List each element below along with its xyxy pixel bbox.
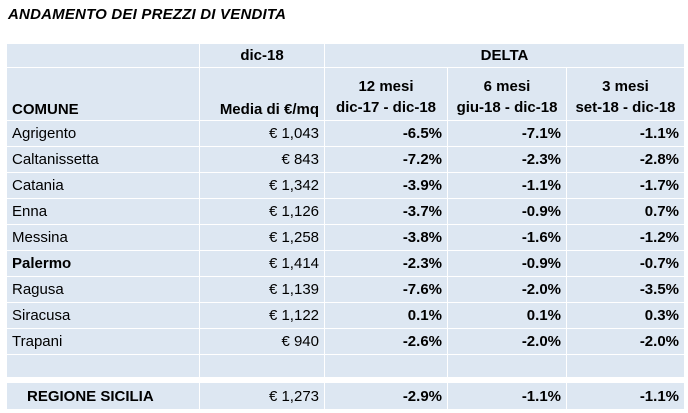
gap-cell (325, 378, 448, 383)
media-cell: € 1,414 (200, 251, 325, 277)
header-row-2: COMUNE Media di €/mq 12 mesi dic-17 - dic… (7, 68, 684, 121)
delta-12m-cell: -7.6% (325, 277, 448, 303)
total-delta-3m-cell: -1.1% (567, 383, 684, 410)
delta-6m-cell: -2.3% (448, 147, 567, 173)
delta-6m-label: 6 mesi (483, 78, 531, 95)
total-delta-12m-cell: -2.9% (325, 383, 448, 410)
comune-cell: Enna (7, 199, 200, 225)
delta-3m-range: set-18 - dic-18 (575, 99, 676, 116)
delta-3m-cell: -0.7% (567, 251, 684, 277)
table-row: Caltanissetta € 843 -7.2% -2.3% -2.8% (7, 147, 684, 173)
total-name-cell: REGIONE SICILIA (7, 383, 200, 410)
comune-cell: Caltanissetta (7, 147, 200, 173)
delta-6m-cell: -0.9% (448, 251, 567, 277)
table-row: Siracusa € 1,122 0.1% 0.1% 0.3% (7, 303, 684, 329)
delta-3m-cell: -2.8% (567, 147, 684, 173)
page-title: ANDAMENTO DEI PREZZI DI VENDITA (8, 6, 287, 23)
comune-cell: Catania (7, 173, 200, 199)
media-cell: € 843 (200, 147, 325, 173)
delta-6m-cell: -7.1% (448, 121, 567, 147)
gap-cell (7, 378, 200, 383)
delta-6m-cell: 0.1% (448, 303, 567, 329)
delta-6m-range: giu-18 - dic-18 (456, 99, 558, 116)
delta-3m-cell: 0.7% (567, 199, 684, 225)
comune-cell: Agrigento (7, 121, 200, 147)
delta-3m-cell: -1.7% (567, 173, 684, 199)
spacer-row (7, 355, 684, 378)
delta-3m-label: 3 mesi (602, 78, 649, 95)
delta-6m-cell: -1.1% (448, 173, 567, 199)
delta-12m-cell: -6.5% (325, 121, 448, 147)
table-row: Agrigento € 1,043 -6.5% -7.1% -1.1% (7, 121, 684, 147)
comune-cell: Siracusa (7, 303, 200, 329)
delta-3m-cell: -3.5% (567, 277, 684, 303)
media-cell: € 1,126 (200, 199, 325, 225)
total-delta-6m-cell: -1.1% (448, 383, 567, 410)
header-row-1: dic-18 DELTA (7, 44, 684, 68)
media-cell: € 1,258 (200, 225, 325, 251)
comune-header: COMUNE (7, 68, 200, 121)
delta-12m-cell: 0.1% (325, 303, 448, 329)
delta-12m-cell: -7.2% (325, 147, 448, 173)
delta-6m-header: 6 mesi giu-18 - dic-18 (448, 68, 567, 121)
delta-3m-cell: 0.3% (567, 303, 684, 329)
delta-6m-cell: -1.6% (448, 225, 567, 251)
delta-3m-cell: -1.1% (567, 121, 684, 147)
delta-header: DELTA (325, 44, 684, 68)
table-row: Catania € 1,342 -3.9% -1.1% -1.7% (7, 173, 684, 199)
delta-6m-cell: -0.9% (448, 199, 567, 225)
spacer-cell (325, 355, 448, 378)
delta-12m-cell: -3.9% (325, 173, 448, 199)
spacer-cell (7, 355, 200, 378)
delta-3m-cell: -2.0% (567, 329, 684, 355)
media-cell: € 1,342 (200, 173, 325, 199)
delta-12m-cell: -2.3% (325, 251, 448, 277)
gap-cell (567, 378, 684, 383)
spacer-cell (567, 355, 684, 378)
comune-cell: Trapani (7, 329, 200, 355)
table-row: Trapani € 940 -2.6% -2.0% -2.0% (7, 329, 684, 355)
table-row: Ragusa € 1,139 -7.6% -2.0% -3.5% (7, 277, 684, 303)
comune-cell: Ragusa (7, 277, 200, 303)
delta-6m-cell: -2.0% (448, 277, 567, 303)
media-cell: € 1,139 (200, 277, 325, 303)
media-cell: € 1,122 (200, 303, 325, 329)
gap-row (7, 378, 684, 383)
table-row: Palermo € 1,414 -2.3% -0.9% -0.7% (7, 251, 684, 277)
delta-3m-cell: -1.2% (567, 225, 684, 251)
header-empty-cell (7, 44, 200, 68)
gap-cell (448, 378, 567, 383)
delta-12m-cell: -3.7% (325, 199, 448, 225)
delta-12m-header: 12 mesi dic-17 - dic-18 (325, 68, 448, 121)
delta-6m-cell: -2.0% (448, 329, 567, 355)
spacer-cell (448, 355, 567, 378)
table-row: Messina € 1,258 -3.8% -1.6% -1.2% (7, 225, 684, 251)
comune-cell: Palermo (7, 251, 200, 277)
spacer-cell (200, 355, 325, 378)
table-row: Enna € 1,126 -3.7% -0.9% 0.7% (7, 199, 684, 225)
delta-12m-range: dic-17 - dic-18 (335, 99, 437, 116)
period-header: dic-18 (200, 44, 325, 68)
price-table: dic-18 DELTA COMUNE Media di €/mq 12 mes… (7, 44, 684, 410)
delta-12m-cell: -3.8% (325, 225, 448, 251)
media-cell: € 1,043 (200, 121, 325, 147)
media-header: Media di €/mq (200, 68, 325, 121)
delta-12m-label: 12 mesi (358, 78, 414, 95)
total-row: REGIONE SICILIA € 1,273 -2.9% -1.1% -1.1… (7, 383, 684, 410)
delta-12m-cell: -2.6% (325, 329, 448, 355)
total-media-cell: € 1,273 (200, 383, 325, 410)
comune-cell: Messina (7, 225, 200, 251)
gap-cell (200, 378, 325, 383)
media-cell: € 940 (200, 329, 325, 355)
delta-3m-header: 3 mesi set-18 - dic-18 (567, 68, 684, 121)
